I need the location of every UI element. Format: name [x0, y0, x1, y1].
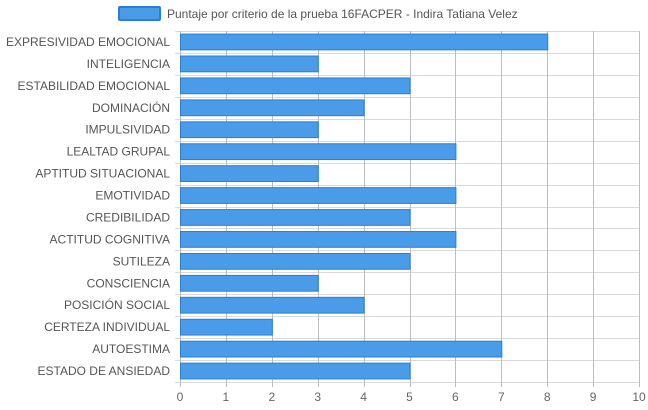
x-tick-label: 6 [452, 390, 459, 404]
bar[interactable] [180, 165, 319, 182]
bar[interactable] [180, 55, 319, 73]
x-tick-label: 10 [632, 390, 646, 404]
category-label: CONSCIENCIA [87, 276, 170, 290]
legend-swatch [118, 6, 161, 21]
x-tick-label: 7 [498, 390, 505, 404]
bar[interactable] [180, 143, 457, 161]
x-tick-label: 3 [314, 390, 321, 404]
x-tick-label: 0 [177, 390, 184, 404]
bar[interactable] [180, 296, 365, 314]
x-tick-label: 2 [268, 390, 275, 404]
category-label: ACTITUD COGNITIVA [50, 232, 170, 246]
x-tick-label: 1 [223, 390, 230, 404]
category-label: POSICIÓN SOCIAL [64, 297, 170, 312]
category-label: ESTADO DE ANSIEDAD [38, 364, 171, 378]
category-label: APTITUD SITUACIONAL [35, 167, 170, 181]
bar[interactable] [180, 231, 457, 248]
category-labels: EXPRESIVIDAD EMOCIONAL INTELIGENCIA ESTABI… [6, 35, 170, 378]
grid [175, 31, 640, 387]
bar[interactable] [180, 318, 273, 336]
category-label: INTELIGENCIA [87, 57, 170, 71]
legend[interactable]: Puntaje por criterio de la prueba 16FACP… [118, 6, 518, 21]
category-label: EMOTIVIDAD [95, 189, 170, 203]
category-label: CREDIBILIDAD [86, 210, 170, 224]
bar[interactable] [180, 121, 319, 139]
bar[interactable] [180, 362, 411, 380]
bars [180, 33, 549, 380]
category-label: LEALTAD GRUPAL [67, 145, 171, 159]
x-tick-label: 9 [590, 390, 597, 404]
bar[interactable] [180, 187, 457, 204]
category-label: ESTABILIDAD EMOCIONAL [18, 79, 171, 93]
bar[interactable] [180, 340, 503, 358]
category-label: CERTEZA INDIVIDUAL [44, 320, 170, 334]
legend-label: Puntaje por criterio de la prueba 16FACP… [167, 7, 518, 21]
x-tick-label: 4 [360, 390, 367, 404]
category-label: IMPULSIVIDAD [85, 123, 170, 137]
category-label: EXPRESIVIDAD EMOCIONAL [6, 35, 170, 49]
bar[interactable] [180, 209, 411, 226]
category-label: DOMINACIÓN [92, 100, 170, 115]
x-tick-label: 5 [406, 390, 413, 404]
bar[interactable] [180, 252, 411, 270]
bar[interactable] [180, 77, 411, 95]
bar[interactable] [180, 274, 319, 292]
category-label: AUTOESTIMA [92, 342, 170, 356]
bar[interactable] [180, 33, 549, 51]
x-axis-ticks: 0 1 2 3 4 5 6 7 8 9 10 [177, 390, 646, 404]
category-label: SUTILEZA [113, 254, 170, 268]
bar[interactable] [180, 99, 365, 117]
x-tick-label: 8 [544, 390, 551, 404]
